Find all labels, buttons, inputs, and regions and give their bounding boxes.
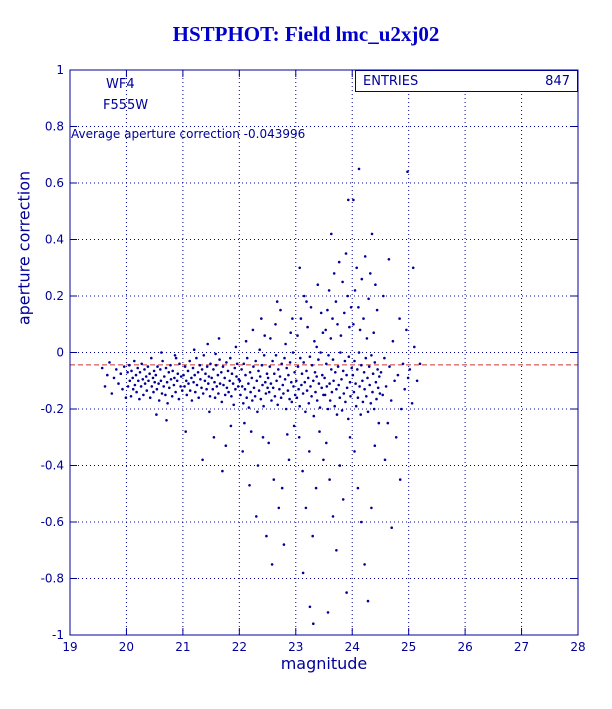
- page-title: HSTPHOT: Field lmc_u2xj02: [172, 22, 440, 46]
- y-tick-label: -0.2: [41, 402, 64, 416]
- y-tick-label: -0.8: [41, 572, 64, 586]
- filter-label: F555W: [103, 98, 149, 113]
- x-tick-label: 24: [345, 640, 360, 654]
- y-tick-label: -1: [52, 628, 64, 642]
- y-tick-label: 1: [56, 63, 64, 77]
- tick-labels: 19 20 21 22 23 24 25 26 27 28 -1 -0.8 -0.6 -0.4 -0.2 0 0…: [41, 63, 586, 654]
- y-tick-label: 0.4: [45, 233, 64, 247]
- y-axis-title: aperture correction: [14, 170, 34, 326]
- x-tick-label: 28: [570, 640, 585, 654]
- y-tick-label: 0.6: [45, 176, 64, 190]
- average-correction-annotation: Average aperture correction -0.043996: [71, 127, 306, 141]
- x-tick-label: 19: [62, 640, 77, 654]
- x-tick-label: 20: [119, 640, 134, 654]
- detector-label: WF4: [106, 77, 135, 92]
- y-tick-label: -0.6: [41, 515, 64, 529]
- data-points: [100, 167, 422, 625]
- x-axis-title: magnitude: [280, 654, 368, 673]
- grid-lines: [70, 70, 578, 635]
- x-tick-label: 25: [401, 640, 416, 654]
- x-tick-label: 21: [175, 640, 190, 654]
- x-tick-label: 23: [288, 640, 303, 654]
- entries-label: ENTRIES: [363, 73, 419, 89]
- x-tick-label: 26: [457, 640, 472, 654]
- y-tick-label: -0.4: [41, 459, 64, 473]
- y-tick-label: 0.2: [45, 289, 64, 303]
- y-tick-label: 0: [56, 346, 64, 360]
- y-tick-label: 0.8: [45, 120, 64, 134]
- x-tick-label: 27: [514, 640, 529, 654]
- entries-value: 847: [545, 73, 570, 89]
- x-tick-label: 22: [232, 640, 247, 654]
- axis-ticks: [69, 69, 579, 636]
- entries-stat-box: ENTRIES 847: [355, 70, 578, 92]
